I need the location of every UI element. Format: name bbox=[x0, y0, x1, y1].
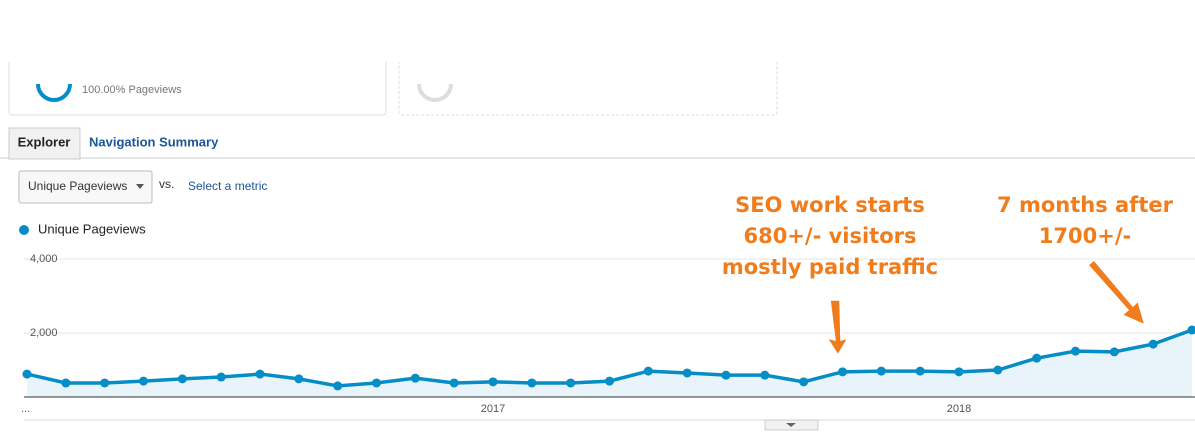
annotation: mostly paid traffic bbox=[722, 255, 938, 279]
point bbox=[838, 367, 847, 376]
point bbox=[877, 367, 886, 376]
x-tick-label: 2018 bbox=[947, 403, 971, 415]
arrow bbox=[827, 300, 848, 355]
point bbox=[683, 368, 692, 377]
point bbox=[605, 377, 614, 386]
annotation: SEO work starts bbox=[735, 193, 925, 217]
point bbox=[294, 374, 303, 383]
point bbox=[644, 367, 653, 376]
annotations: SEO work starts 680+/- visitors mostly pai… bbox=[722, 193, 1174, 279]
top-cover bbox=[0, 40, 1195, 62]
point bbox=[760, 371, 769, 380]
point bbox=[916, 367, 925, 376]
point bbox=[527, 378, 536, 387]
point bbox=[1110, 347, 1119, 356]
summary-text: 100.00% Pageviews bbox=[82, 84, 182, 96]
point bbox=[1149, 340, 1158, 349]
point bbox=[372, 378, 381, 387]
point bbox=[256, 370, 265, 379]
annotation: 680+/- visitors bbox=[743, 224, 916, 248]
point bbox=[217, 373, 226, 382]
arrow bbox=[1088, 260, 1145, 325]
point bbox=[722, 371, 731, 380]
point bbox=[61, 378, 70, 387]
point bbox=[489, 377, 498, 386]
point bbox=[1071, 347, 1080, 356]
point bbox=[993, 366, 1002, 375]
tab[interactable]: Navigation Summary bbox=[89, 134, 219, 149]
legend-label: Unique Pageviews bbox=[38, 221, 146, 236]
x-tick-label: 2017 bbox=[481, 403, 505, 415]
plot: 2,000 4,000... 2017 2018 bbox=[21, 253, 1195, 415]
x-tick-label: ... bbox=[21, 403, 30, 415]
point bbox=[100, 378, 109, 387]
point bbox=[411, 374, 420, 383]
point bbox=[178, 374, 187, 383]
point bbox=[139, 377, 148, 386]
metric-label[interactable]: Unique Pageviews bbox=[28, 179, 127, 193]
annotation: 1700+/- bbox=[1039, 224, 1131, 248]
point bbox=[1032, 354, 1041, 363]
annotation: 7 months after bbox=[997, 193, 1174, 217]
vs-label: vs. bbox=[159, 177, 174, 191]
select-metric[interactable]: Select a metric bbox=[188, 179, 267, 193]
point bbox=[23, 370, 32, 379]
point bbox=[799, 377, 808, 386]
y-tick-label: 4,000 bbox=[30, 253, 58, 265]
point bbox=[450, 378, 459, 387]
legend-dot bbox=[19, 225, 29, 235]
point bbox=[566, 378, 575, 387]
tab[interactable]: Explorer bbox=[18, 134, 71, 149]
y-tick-label: 2,000 bbox=[30, 327, 58, 339]
point bbox=[955, 367, 964, 376]
point bbox=[333, 381, 342, 390]
